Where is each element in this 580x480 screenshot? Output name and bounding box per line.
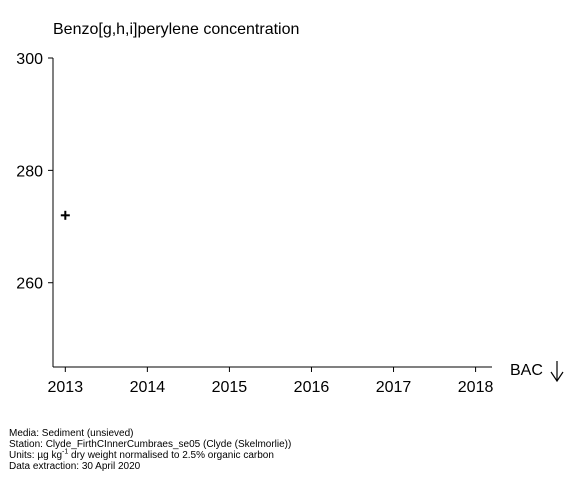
footer-media: Media: Sediment (unsieved)	[9, 428, 134, 439]
down-arrow-icon	[550, 361, 564, 383]
y-tick-label: 260	[16, 276, 43, 293]
y-axis: 260 280 300	[16, 51, 54, 367]
x-tick-label: 2016	[294, 379, 330, 396]
bac-label: BAC	[510, 362, 543, 379]
footer-units: Units: µg kg-1 dry weight normalised to …	[9, 448, 291, 461]
data-point	[60, 210, 70, 220]
y-tick-label: 300	[16, 51, 43, 68]
footer-units-suffix: dry weight normalised to 2.5% organic ca…	[68, 450, 274, 461]
footer-units-sup: -1	[62, 448, 69, 456]
x-tick-label: 2017	[376, 379, 412, 396]
footer-extraction: Data extraction: 30 April 2020	[9, 461, 141, 472]
footer-station: Station: Clyde_FirthCInnerCumbraes_se05 …	[9, 439, 292, 450]
x-tick-label: 2018	[458, 379, 494, 396]
chart-footer: Media: Sediment (unsieved) Station: Clyd…	[9, 428, 291, 472]
chart: Benzo[g,h,i]perylene concentration 260 28…	[16, 21, 564, 396]
x-axis: 2013 2014 2015 2016 2017 2018	[48, 366, 494, 396]
x-tick-label: 2013	[48, 379, 84, 396]
footer-units-prefix: Units: µg kg	[9, 450, 63, 461]
y-tick-label: 280	[16, 163, 43, 180]
x-tick-label: 2015	[212, 379, 248, 396]
data-points	[60, 210, 70, 220]
chart-title: Benzo[g,h,i]perylene concentration	[53, 21, 299, 38]
x-tick-label: 2014	[130, 379, 166, 396]
